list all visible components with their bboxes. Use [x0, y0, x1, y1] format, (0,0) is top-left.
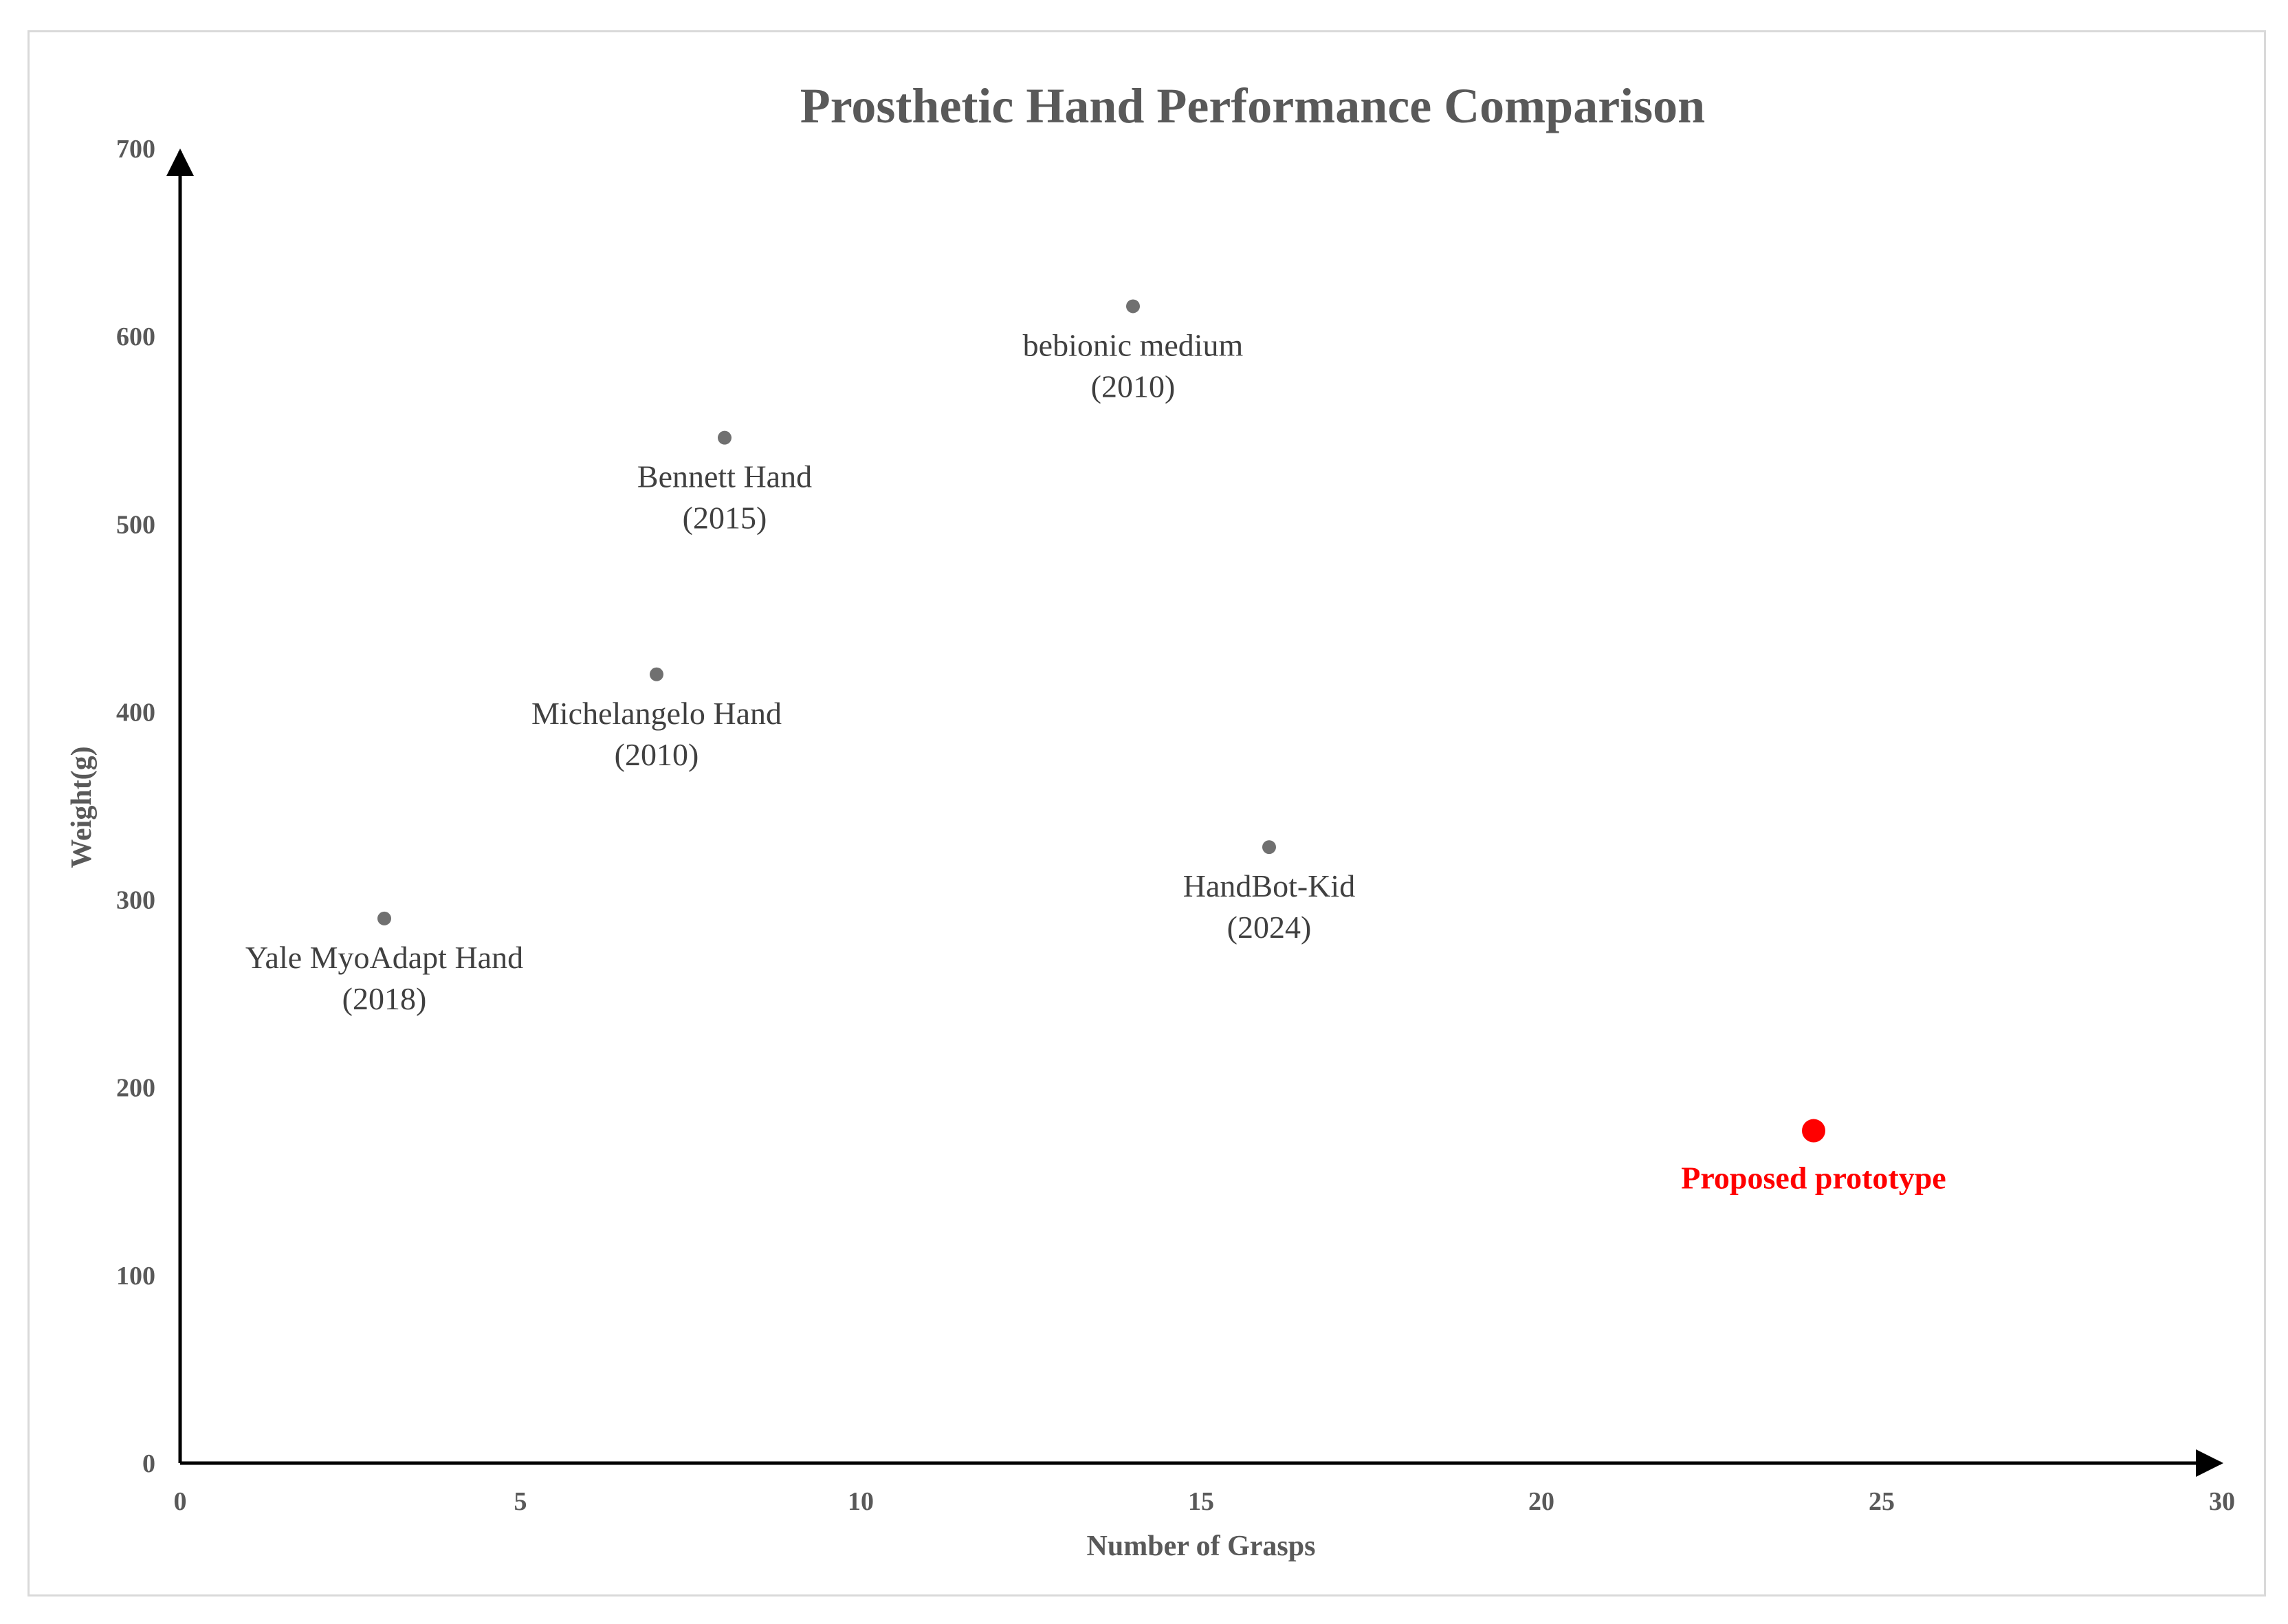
y-tick-labels: 0 100 200 300 400 500 600 700: [116, 135, 155, 1478]
data-point: [1262, 840, 1276, 855]
point-label: Proposed prototype: [1681, 1161, 1946, 1196]
y-tick-label: 400: [116, 698, 155, 727]
y-tick-label: 700: [116, 135, 155, 164]
point-year-label: (2024): [1227, 910, 1312, 945]
chart-title: Prosthetic Hand Performance Comparison: [800, 78, 1705, 133]
y-axis-label: Weight(g): [66, 746, 98, 868]
y-tick-label: 300: [116, 886, 155, 915]
y-tick-label: 600: [116, 322, 155, 351]
x-tick-label: 30: [2209, 1487, 2235, 1516]
x-tick-labels: 0 5 10 15 20 25 30: [174, 1487, 2236, 1516]
highlight-point: [1802, 1119, 1825, 1143]
x-tick-label: 10: [848, 1487, 874, 1516]
chart-frame: [28, 30, 2266, 1596]
x-tick-label: 5: [514, 1487, 527, 1516]
point-label: Bennett Hand: [637, 459, 812, 494]
data-point: [1126, 299, 1140, 314]
y-tick-label: 0: [142, 1449, 155, 1478]
x-axis-label: Number of Grasps: [1087, 1530, 1316, 1562]
x-tick-label: 20: [1528, 1487, 1554, 1516]
y-tick-label: 100: [116, 1262, 155, 1291]
y-tick-label: 500: [116, 510, 155, 539]
x-tick-label: 25: [1869, 1487, 1895, 1516]
data-points: Yale MyoAdapt Hand (2018) Michelangelo Han…: [245, 299, 1946, 1196]
point-year-label: (2010): [615, 737, 699, 772]
data-point: [718, 430, 732, 445]
point-year-label: (2010): [1091, 369, 1176, 404]
point-label: Yale MyoAdapt Hand: [245, 940, 523, 975]
point-label: HandBot-Kid: [1183, 868, 1355, 903]
point-label: Michelangelo Hand: [531, 696, 782, 731]
x-tick-label: 0: [174, 1487, 187, 1516]
data-point: [650, 667, 663, 681]
y-tick-label: 200: [116, 1074, 155, 1103]
data-point: [377, 911, 391, 925]
point-year-label: (2018): [342, 981, 427, 1016]
point-label: bebionic medium: [1023, 327, 1244, 362]
point-year-label: (2015): [683, 501, 767, 536]
x-tick-label: 15: [1188, 1487, 1214, 1516]
